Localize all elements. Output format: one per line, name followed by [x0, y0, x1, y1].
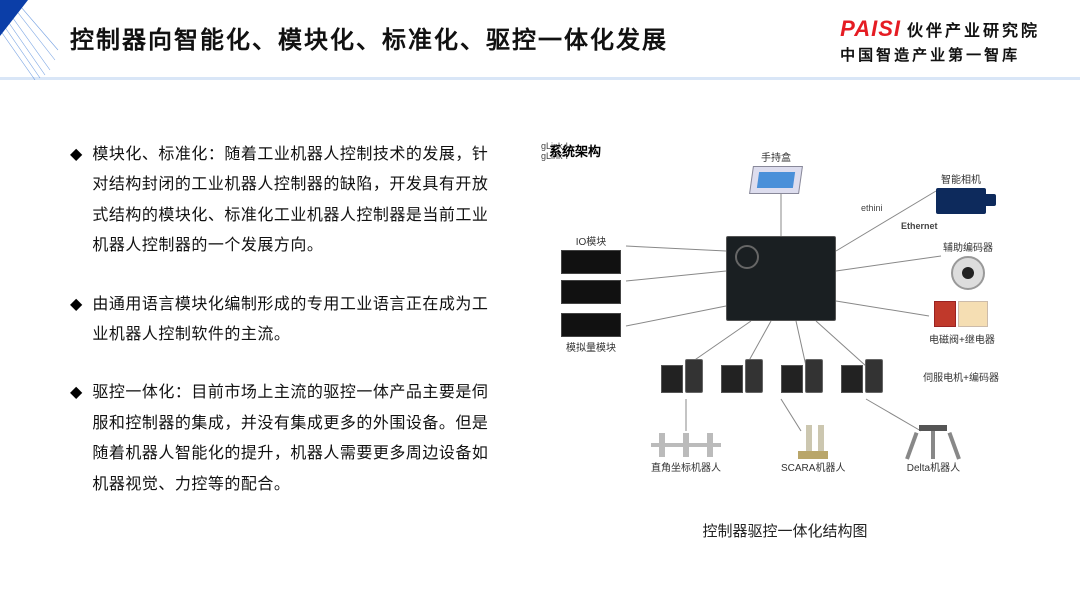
- robot-delta: Delta机器人: [905, 425, 961, 474]
- robot-label: 直角坐标机器人: [651, 459, 721, 474]
- node-label: IO模块: [576, 233, 607, 248]
- bullet-item: ◆ 由通用语言模块化编制形成的专用工业语言正在成为工业机器人控制软件的主流。: [70, 290, 500, 351]
- brand-cn2: 中国智造产业第一智库: [840, 44, 1040, 65]
- bullet-text: 模块化、标准化：随着工业机器人控制技术的发展，针对结构封闭的工业机器人控制器的缺…: [92, 140, 500, 262]
- robot-row: 直角坐标机器人 SCARA机器人 Delta机器人: [651, 425, 961, 474]
- robot-scara: SCARA机器人: [781, 425, 845, 474]
- brand-cn1: 伙伴产业研究院: [907, 17, 1040, 41]
- node-label: 辅助编码器: [943, 239, 993, 254]
- node-camera: 智能相机: [936, 171, 986, 214]
- node-valve: 电磁阀+继电器: [929, 301, 995, 346]
- bullet-text: 驱控一体化：目前市场上主流的驱控一体产品主要是伺服和控制器的集成，并没有集成更多…: [92, 378, 500, 500]
- robot-label: Delta机器人: [907, 459, 960, 474]
- robot-cartesian: 直角坐标机器人: [651, 433, 721, 474]
- servo-label: 伺服电机+编码器: [923, 369, 999, 384]
- node-label: 手持盒: [761, 149, 791, 164]
- node-analog: 模拟量模块: [561, 313, 621, 354]
- node-remote: 手持盒: [751, 149, 801, 194]
- conn-label: Ethernet: [901, 221, 938, 231]
- bullet-marker: ◆: [70, 290, 82, 351]
- node-label: 智能相机: [941, 171, 981, 186]
- bullet-marker: ◆: [70, 140, 82, 262]
- brand-block: PAISI 伙伴产业研究院 中国智造产业第一智库: [840, 16, 1040, 65]
- servo-row: [661, 359, 883, 399]
- bullet-item: ◆ 模块化、标准化：随着工业机器人控制技术的发展，针对结构封闭的工业机器人控制器…: [70, 140, 500, 262]
- node-encoder: 辅助编码器: [943, 239, 993, 290]
- bullet-item: ◆ 驱控一体化：目前市场上主流的驱控一体产品主要是伺服和控制器的集成，并没有集成…: [70, 378, 500, 500]
- conn-label: ethini: [861, 203, 883, 213]
- bullet-marker: ◆: [70, 378, 82, 500]
- node-label: 模拟量模块: [566, 339, 616, 354]
- diagram-caption: 控制器驱控一体化结构图: [702, 520, 867, 541]
- node-io-module: IO模块: [561, 233, 621, 304]
- page-title: 控制器向智能化、模块化、标准化、驱控一体化发展: [70, 20, 668, 55]
- bullet-text: 由通用语言模块化编制形成的专用工业语言正在成为工业机器人控制软件的主流。: [92, 290, 500, 351]
- bullet-list: ◆ 模块化、标准化：随着工业机器人控制技术的发展，针对结构封闭的工业机器人控制器…: [70, 140, 500, 541]
- diagram-title: 系统架构: [549, 141, 601, 160]
- robot-label: SCARA机器人: [781, 459, 845, 474]
- architecture-diagram: 系统架构 手持盒 ethini: [540, 140, 1030, 490]
- node-controller: [726, 236, 836, 321]
- brand-logo: PAISI: [840, 16, 901, 42]
- node-label: 电磁阀+继电器: [929, 331, 995, 346]
